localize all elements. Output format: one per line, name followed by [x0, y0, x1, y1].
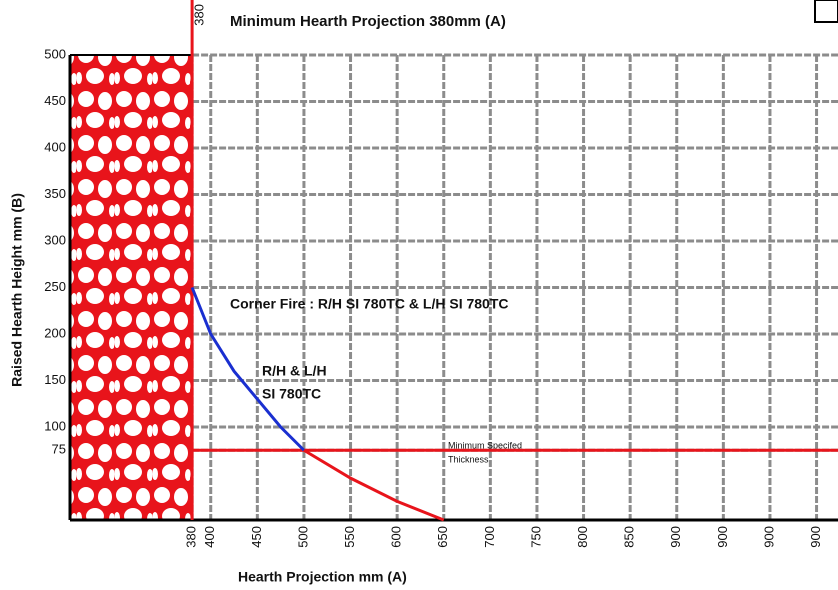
x-tick-label: 850: [622, 526, 637, 548]
x-tick-label: 800: [575, 526, 590, 548]
x-axis-label: Hearth Projection mm (A): [238, 569, 407, 585]
y-tick-label: 300: [44, 232, 66, 247]
y-tick-label: 75: [52, 442, 66, 457]
data-line: [190, 286, 306, 452]
corner-box: [814, 0, 838, 23]
y-tick-label: 500: [44, 46, 66, 61]
annotation: SI 780TC: [262, 386, 321, 402]
x-tick-label: 400: [202, 526, 217, 548]
y-tick-label: 100: [44, 418, 66, 433]
hline-label: Minimum Specifed: [448, 440, 522, 450]
x-tick-label: 700: [482, 526, 497, 548]
y-tick-label: 400: [44, 139, 66, 154]
data-line: [303, 448, 445, 522]
x-tick-label: 900: [761, 526, 776, 548]
chart-title: Minimum Hearth Projection 380mm (A): [230, 13, 506, 30]
y-tick-label: 250: [44, 279, 66, 294]
y-tick-label: 350: [44, 186, 66, 201]
y-tick-label: 450: [44, 93, 66, 108]
x-tick-label: 750: [528, 526, 543, 548]
x-tick-label: 550: [342, 526, 357, 548]
hline-label: Thickness: [448, 454, 489, 464]
grid: [190, 53, 838, 520]
y-tick-label: 150: [44, 372, 66, 387]
annotation: R/H & L/H: [262, 363, 327, 379]
y-axis-label: Raised Hearth Height mm (B): [9, 193, 25, 387]
annotation: Corner Fire : R/H SI 780TC & L/H SI 780T…: [230, 296, 509, 312]
x-tick-label: 450: [249, 526, 264, 548]
x-tick-label: 650: [435, 526, 450, 548]
x-tick-label: 900: [668, 526, 683, 548]
x-tick-label: 380: [184, 526, 199, 548]
x-tick-label: 600: [389, 526, 404, 548]
x-tick-label: 500: [295, 526, 310, 548]
x-tick-label: 900: [715, 526, 730, 548]
y-tick-label: 200: [44, 325, 66, 340]
vline-label: 380: [192, 4, 207, 26]
x-tick-label: 900: [808, 526, 823, 548]
hearth-brick: [70, 55, 192, 520]
